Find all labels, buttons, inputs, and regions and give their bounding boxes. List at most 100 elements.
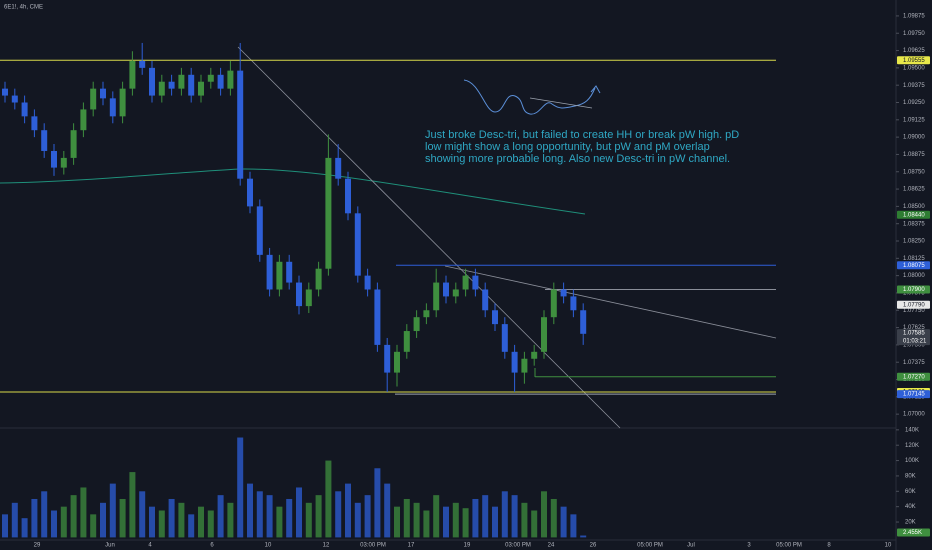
- y-tick-label: 1.08250: [903, 239, 925, 245]
- volume-bar: [139, 491, 146, 538]
- y-tick-label: 1.08375: [903, 221, 925, 227]
- volume-bar: [521, 502, 528, 538]
- candle-body: [501, 324, 508, 352]
- volume-tick-label: 120K: [905, 443, 919, 449]
- volume-bar: [158, 510, 165, 538]
- y-tick-label: 1.07000: [903, 412, 925, 418]
- volume-bar: [570, 514, 577, 538]
- candle-body: [90, 88, 97, 110]
- candle-body: [482, 289, 489, 311]
- candle-body: [2, 88, 8, 96]
- volume-bar: [178, 502, 185, 538]
- chart-title: 6E1!, 4h, CME: [4, 5, 43, 11]
- candle-body: [335, 157, 342, 179]
- volume-bar: [443, 506, 449, 538]
- candle-body: [570, 296, 577, 311]
- volume-bar: [41, 491, 48, 538]
- x-tick-label: 17: [408, 543, 415, 549]
- candle-body: [394, 351, 400, 373]
- candle-body: [443, 282, 449, 297]
- volume-bar: [90, 514, 97, 538]
- candle-body: [119, 88, 126, 117]
- volume-tag-label: 2.455K: [903, 530, 922, 536]
- candle-body: [31, 116, 38, 131]
- volume-bar: [560, 506, 567, 538]
- candle-body: [80, 109, 87, 131]
- volume-bar: [452, 502, 459, 538]
- y-tick-label: 1.08625: [903, 187, 925, 193]
- volume-tick-label: 140K: [905, 427, 919, 433]
- volume-bar: [325, 460, 332, 538]
- candle-body: [354, 213, 361, 276]
- y-tick-label: 1.07625: [903, 325, 925, 331]
- volume-bar: [80, 487, 87, 538]
- candle-body: [139, 60, 146, 68]
- y-tick-label: 1.09375: [903, 83, 925, 89]
- countdown: 01:03:21: [903, 339, 927, 345]
- candle-body: [364, 275, 371, 290]
- candle-body: [11, 95, 18, 103]
- x-tick-label: 24: [548, 543, 555, 549]
- price-tag-label: 1.08075: [903, 263, 925, 269]
- y-tick-label: 1.09625: [903, 48, 925, 54]
- x-tick-label: 4: [148, 543, 152, 549]
- y-tick-label: 1.08000: [903, 273, 925, 279]
- volume-bar: [315, 495, 322, 538]
- candle-body: [188, 74, 195, 96]
- price-tag: [897, 390, 930, 399]
- volume-bar: [354, 502, 361, 538]
- price-tag: [897, 372, 930, 381]
- x-tick-label: 12: [323, 543, 330, 549]
- x-tick-label: 05:00 PM: [776, 543, 802, 549]
- candle-body: [227, 70, 234, 89]
- volume-bar: [462, 508, 469, 538]
- volume-bar: [286, 498, 293, 538]
- y-tick-label: 1.07875: [903, 291, 925, 297]
- candle-body: [70, 130, 77, 158]
- price-tag: [897, 56, 930, 65]
- candle-body: [217, 74, 224, 89]
- volume-bar: [11, 502, 18, 538]
- candle-body: [305, 289, 312, 307]
- candle-body: [413, 317, 420, 332]
- y-tick-label: 1.08750: [903, 169, 925, 175]
- candle-body: [168, 81, 175, 89]
- volume-tick-label: 40K: [905, 504, 916, 510]
- sketch-line: [529, 97, 593, 109]
- volume-bar: [345, 483, 351, 538]
- volume-bar: [492, 506, 498, 538]
- y-tick-label: 1.07500: [903, 342, 925, 348]
- volume-bar: [188, 514, 195, 538]
- trend-line: [237, 46, 621, 429]
- candle-body: [286, 261, 293, 283]
- price-tag-label: 1.09555: [903, 58, 925, 64]
- sketch: [463, 79, 596, 115]
- x-tick-label: 6: [210, 543, 214, 549]
- candle-body: [560, 289, 567, 297]
- x-tick-label: 8: [827, 543, 831, 549]
- volume-bar: [403, 498, 410, 538]
- volume-bar: [168, 498, 175, 538]
- x-tick-label: 29: [34, 543, 41, 549]
- volume-bar: [511, 495, 518, 538]
- volume-bar: [60, 506, 67, 538]
- candle-body: [198, 81, 204, 96]
- candle-body: [384, 344, 391, 373]
- candle-body: [158, 81, 165, 96]
- trend-line: [444, 265, 777, 339]
- volume-bar: [580, 535, 587, 538]
- candle-body: [423, 310, 430, 318]
- volume-bar: [472, 498, 479, 538]
- volume-bar: [51, 510, 57, 538]
- candle-body: [100, 88, 106, 99]
- candle-body: [41, 130, 48, 151]
- annotation: low might show a long opportunity, but p…: [425, 141, 710, 153]
- volume-bar: [198, 506, 204, 538]
- y-tick-label: 1.08125: [903, 256, 925, 262]
- x-tick-label: 19: [464, 543, 471, 549]
- volume-bar: [129, 472, 136, 538]
- candle-body: [462, 275, 469, 290]
- volume-bar: [541, 491, 547, 538]
- candle-body: [178, 74, 185, 89]
